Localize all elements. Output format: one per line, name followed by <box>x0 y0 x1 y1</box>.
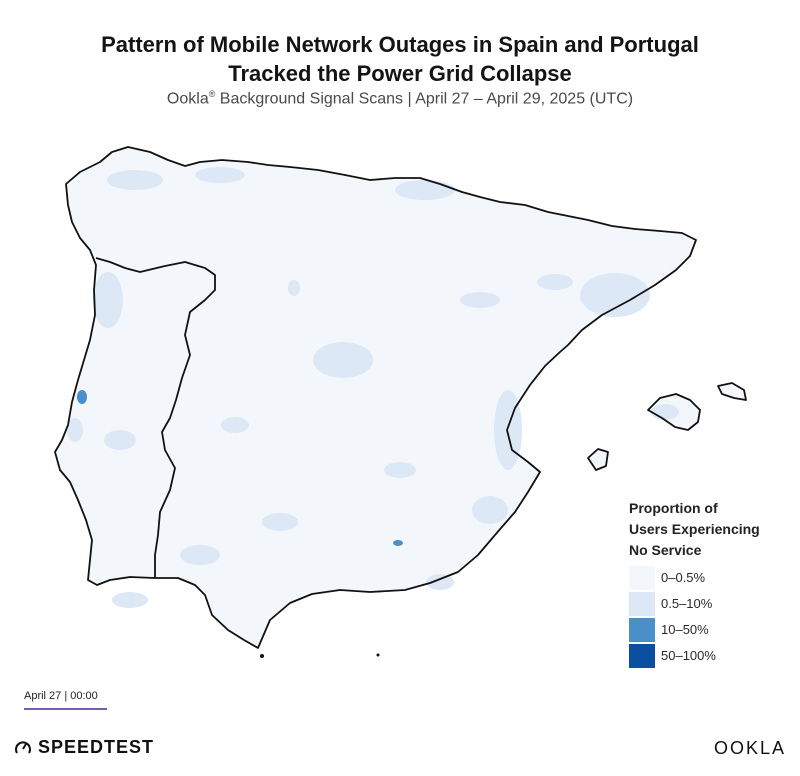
legend-item-3: 50–100% <box>629 644 799 668</box>
title-line-1: Pattern of Mobile Network Outages in Spa… <box>101 32 699 57</box>
subtitle-brand: Ookla <box>166 90 209 108</box>
patch <box>651 404 679 420</box>
timeline-label: April 27 | 00:00 <box>24 690 98 702</box>
legend-swatch <box>629 644 655 668</box>
low-outage-patches <box>67 167 679 608</box>
patch <box>104 430 136 450</box>
menorca-outline <box>717 382 747 401</box>
speedtest-logo: SPEEDTEST <box>14 737 154 758</box>
outage-hotspot-lisbon-north <box>77 390 87 404</box>
chart-subtitle: Ookla® Background Signal Scans | April 2… <box>0 89 800 108</box>
legend-label: 50–100% <box>661 648 716 663</box>
legend-title-line-3: No Service <box>629 542 702 558</box>
legend-swatch <box>629 566 655 590</box>
legend-label: 10–50% <box>661 622 709 637</box>
legend-label: 0–0.5% <box>661 570 706 585</box>
patch <box>67 418 83 442</box>
subtitle-text: Background Signal Scans | April 27 – Apr… <box>215 90 634 108</box>
speedometer-icon <box>15 740 31 754</box>
legend-item-2: 10–50% <box>629 618 799 642</box>
patch <box>395 180 455 200</box>
chart-title: Pattern of Mobile Network Outages in Spa… <box>0 30 800 88</box>
legend-title-line-2: Users Experiencing <box>629 521 760 537</box>
legend-title-line-1: Proportion of <box>629 500 718 516</box>
registered-mark: ® <box>208 89 216 99</box>
alboran-marker <box>376 653 380 657</box>
outage-hotspot-andalusia <box>393 540 403 546</box>
timeline-progress-bar[interactable] <box>24 708 107 710</box>
patch <box>93 272 123 328</box>
patch <box>384 462 416 478</box>
portugal-spain-border <box>95 257 216 578</box>
patch <box>313 342 373 378</box>
patch <box>112 592 148 608</box>
patch <box>580 273 650 317</box>
mallorca-outline <box>647 393 701 431</box>
speedtest-wordmark: SPEEDTEST <box>38 737 155 757</box>
patch <box>221 417 249 433</box>
patch <box>460 292 500 308</box>
patch <box>537 274 573 290</box>
ookla-logo: OOKLA <box>713 738 786 758</box>
coastline-outlines <box>54 146 747 649</box>
legend-swatch <box>629 618 655 642</box>
legend: Proportion of Users Experiencing No Serv… <box>629 498 799 668</box>
title-line-2: Tracked the Power Grid Collapse <box>228 61 572 86</box>
patch <box>494 390 522 470</box>
patch <box>180 545 220 565</box>
legend-item-0: 0–0.5% <box>629 566 799 590</box>
legend-item-1: 0.5–10% <box>629 592 799 616</box>
patch <box>262 513 298 531</box>
patch <box>195 167 245 183</box>
peninsula-outline <box>54 146 697 649</box>
legend-title: Proportion of Users Experiencing No Serv… <box>629 498 799 561</box>
legend-label: 0.5–10% <box>661 596 713 611</box>
gibraltar-marker <box>260 654 264 658</box>
ibiza-outline <box>587 448 609 471</box>
peninsula-fill <box>55 147 696 648</box>
patch <box>472 496 508 524</box>
legend-swatch <box>629 592 655 616</box>
patch <box>107 170 163 190</box>
patch <box>426 574 454 590</box>
patch <box>288 280 300 296</box>
